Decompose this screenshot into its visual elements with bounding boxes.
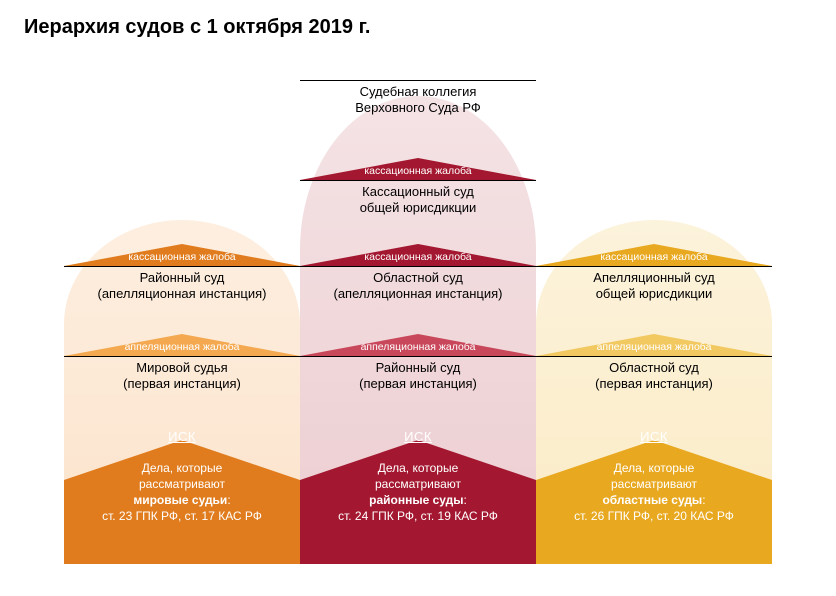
base-bold-2: областные суды — [602, 493, 702, 507]
triangle-appeal-0: аппеляционная жалоба — [64, 334, 300, 356]
level2-court-0: Районный суд(апелляционная инстанция) — [64, 266, 300, 303]
triangle-cassation-2-label: кассационная жалоба — [569, 251, 739, 263]
base-intro-1: Дела, которыерассматривают — [306, 460, 530, 492]
base-isk-1: ИСК — [306, 428, 530, 446]
level4-supreme-court: Судебная коллегияВерховного Суда РФ — [300, 80, 536, 117]
triangle-cassation-0: кассационная жалоба — [64, 244, 300, 266]
triangle-appeal-2-label: аппеляционная жалоба — [569, 341, 739, 353]
triangle-cassation-top: кассационная жалоба — [300, 158, 536, 180]
base-text-1: ИСК Дела, которыерассматривают районные … — [300, 428, 536, 524]
level2-court-2: Апелляционный судобщей юрисдикции — [536, 266, 772, 303]
triangle-appeal-2: аппеляционная жалоба — [536, 334, 772, 356]
level2-court-1: Областной суд(апелляционная инстанция) — [300, 266, 536, 303]
triangle-cassation-2: кассационная жалоба — [536, 244, 772, 266]
base-intro-0: Дела, которыерассматривают — [70, 460, 294, 492]
triangle-cassation-0-label: кассационная жалоба — [97, 251, 267, 263]
base-intro-2: Дела, которыерассматривают — [542, 460, 766, 492]
base-isk-2: ИСК — [542, 428, 766, 446]
base-bold-0: мировые судьи — [133, 493, 227, 507]
base-refs-2: ст. 26 ГПК РФ, ст. 20 КАС РФ — [542, 508, 766, 524]
triangle-cassation-top-label: кассационная жалоба — [333, 165, 503, 177]
level3-cassation-court: Кассационный судобщей юрисдикции — [300, 180, 536, 217]
base-text-2: ИСК Дела, которыерассматривают областные… — [536, 428, 772, 524]
base-refs-0: ст. 23 ГПК РФ, ст. 17 КАС РФ — [70, 508, 294, 524]
base-refs-1: ст. 24 ГПК РФ, ст. 19 КАС РФ — [306, 508, 530, 524]
triangle-cassation-1-label: кассационная жалоба — [333, 251, 503, 263]
triangle-cassation-1: кассационная жалоба — [300, 244, 536, 266]
triangle-appeal-0-label: аппеляционная жалоба — [97, 341, 267, 353]
level1-court-1: Районный суд(первая инстанция) — [300, 356, 536, 393]
level1-court-0: Мировой судья(первая инстанция) — [64, 356, 300, 393]
base-bold-1: районные суды — [369, 493, 463, 507]
triangle-appeal-1-label: аппеляционная жалоба — [333, 341, 503, 353]
base-text-0: ИСК Дела, которыерассматривают мировые с… — [64, 428, 300, 524]
page-title: Иерархия судов с 1 октября 2019 г. — [24, 16, 370, 39]
triangle-appeal-1: аппеляционная жалоба — [300, 334, 536, 356]
base-isk-0: ИСК — [70, 428, 294, 446]
level1-court-2: Областной суд(первая инстанция) — [536, 356, 772, 393]
